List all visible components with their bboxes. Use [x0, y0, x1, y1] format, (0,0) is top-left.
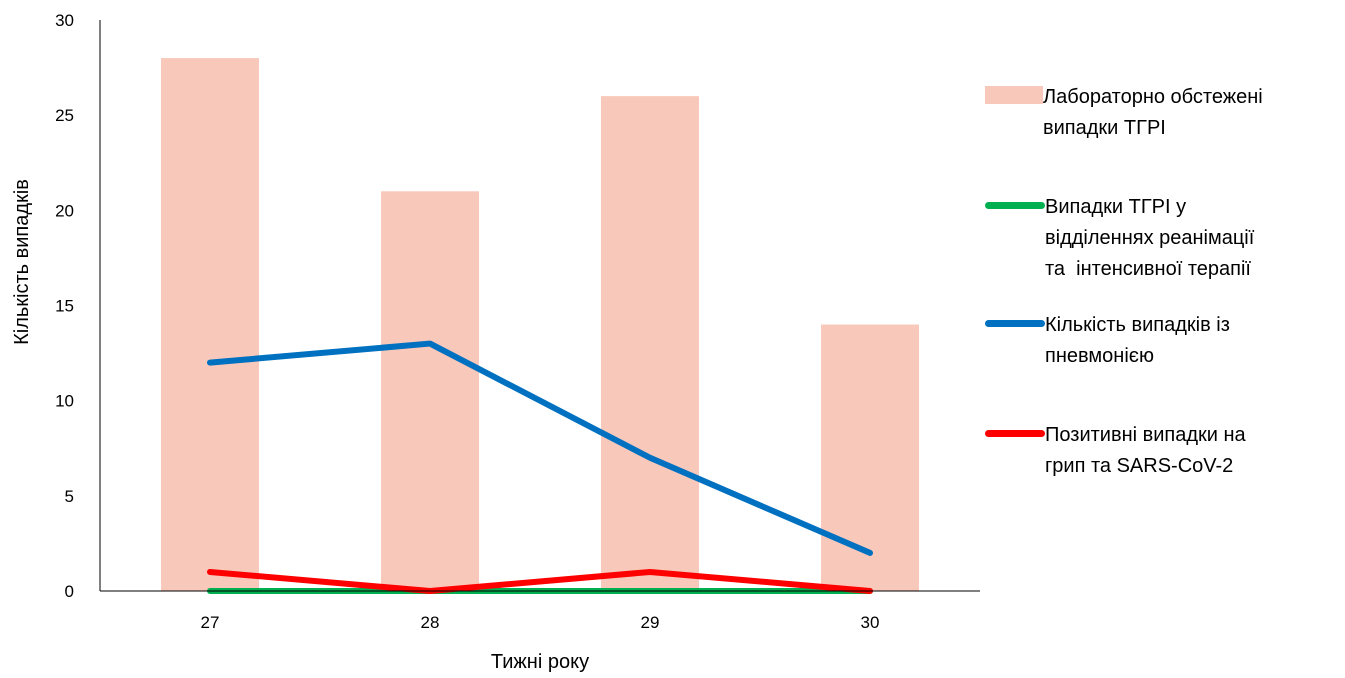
y-tick-label: 10 — [55, 392, 74, 411]
y-tick-label: 30 — [55, 11, 74, 30]
bar-laboratory-tested — [601, 96, 699, 591]
legend-label: Кількість випадків із пневмонією — [1045, 310, 1345, 372]
y-tick-labels: 0 5 10 15 20 25 30 — [55, 11, 74, 601]
y-axis-title: Кількість випадків — [11, 179, 33, 345]
legend-swatch — [985, 320, 1045, 327]
legend-swatch — [985, 202, 1045, 209]
legend-item-positive-flu-sars: Позитивні випадки на грип та SARS-CoV-2 — [985, 420, 1345, 482]
legend-label-line: та інтенсивної терапії — [1045, 258, 1251, 280]
line-series-group — [207, 340, 873, 594]
chart-plot-area: 0 5 10 15 20 25 30 27 28 29 30 Тижні року Кількіс… — [11, 11, 980, 673]
legend-label-line: грип та SARS-CoV-2 — [1045, 455, 1234, 477]
legend-item-icu-cases: Випадки ТГРІ у відділеннях реанімації та і… — [985, 192, 1345, 285]
x-axis-title: Тижні року — [491, 651, 589, 673]
legend-label: Позитивні випадки на грип та SARS-CoV-2 — [1045, 420, 1345, 482]
legend-label-line: Випадки ТГРІ у — [1045, 196, 1187, 218]
x-tick-label: 30 — [861, 613, 880, 632]
legend-item-pneumonia-cases: Кількість випадків із пневмонією — [985, 310, 1345, 372]
legend-label: Лабораторно обстежені випадки ТГРІ — [1043, 82, 1343, 144]
x-tick-label: 28 — [421, 613, 440, 632]
bar-laboratory-tested — [161, 58, 259, 592]
y-tick-label: 20 — [55, 201, 74, 220]
x-tick-labels: 27 28 29 30 — [201, 613, 880, 632]
legend-label-line: випадки ТГРІ — [1043, 117, 1166, 139]
legend-item-laboratory-tested: Лабораторно обстежені випадки ТГРІ — [985, 82, 1343, 144]
legend-label-line: відділеннях реанімації — [1045, 227, 1255, 249]
chart-legend: Лабораторно обстежені випадки ТГРІ Випадки… — [985, 0, 1345, 678]
legend-label: Випадки ТГРІ у відділеннях реанімації та і… — [1045, 192, 1345, 285]
legend-swatch — [985, 86, 1043, 104]
y-tick-label: 25 — [55, 106, 74, 125]
y-tick-label: 15 — [55, 297, 74, 316]
y-tick-label: 5 — [65, 487, 74, 506]
legend-label-line: пневмонією — [1045, 345, 1154, 367]
x-tick-label: 29 — [641, 613, 660, 632]
legend-swatch — [985, 430, 1045, 437]
legend-label-line: Лабораторно обстежені — [1043, 86, 1263, 108]
bar-series — [161, 58, 919, 592]
bar-laboratory-tested — [381, 191, 479, 592]
legend-label-line: Позитивні випадки на — [1045, 424, 1246, 446]
x-tick-label: 27 — [201, 613, 220, 632]
bar-laboratory-tested — [821, 324, 919, 591]
line-pneumonia-cases — [207, 340, 873, 556]
legend-label-line: Кількість випадків із — [1045, 314, 1230, 336]
y-tick-label: 0 — [65, 582, 74, 601]
line-positive-flu-sars — [207, 568, 873, 594]
